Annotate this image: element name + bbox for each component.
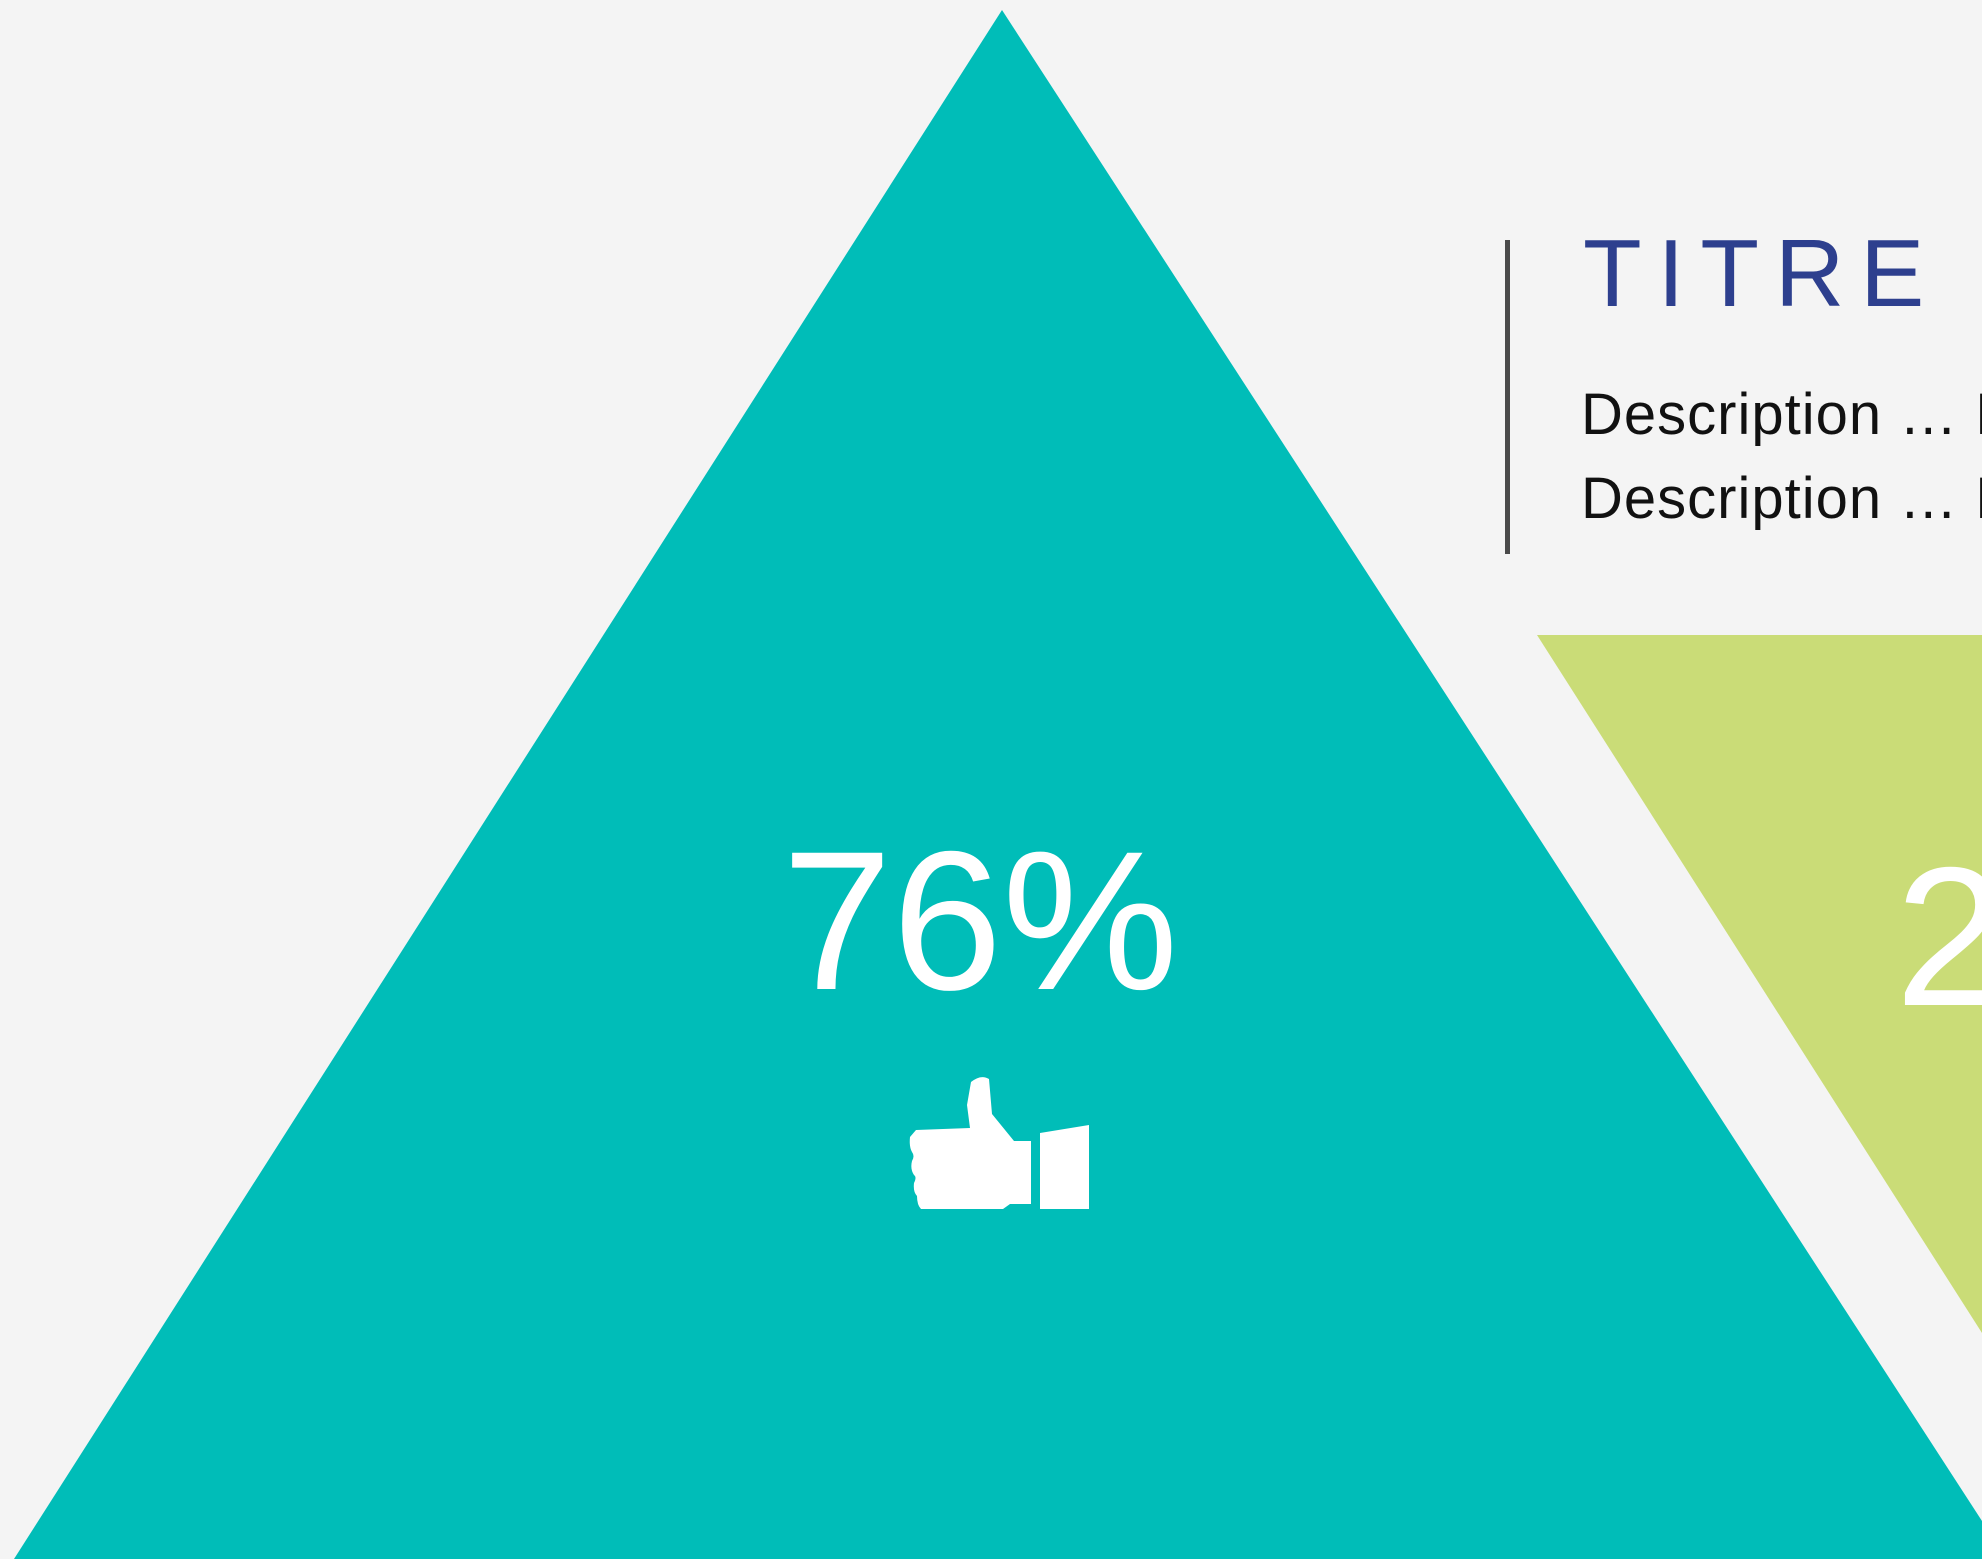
thumbs-up-shape <box>909 1077 1089 1209</box>
main-percentage: 76% <box>782 810 1179 1031</box>
secondary-triangle <box>1537 635 1982 1333</box>
description-line-2: Description … D <box>1581 466 1982 531</box>
title: TITRE <box>1583 220 1941 327</box>
title-divider <box>1505 240 1510 554</box>
secondary-percentage: 2 <box>1895 826 1982 1047</box>
main-triangle <box>14 10 1982 1559</box>
thumbs-up-icon <box>909 1077 1089 1209</box>
description-line-1: Description … D <box>1581 382 1982 447</box>
